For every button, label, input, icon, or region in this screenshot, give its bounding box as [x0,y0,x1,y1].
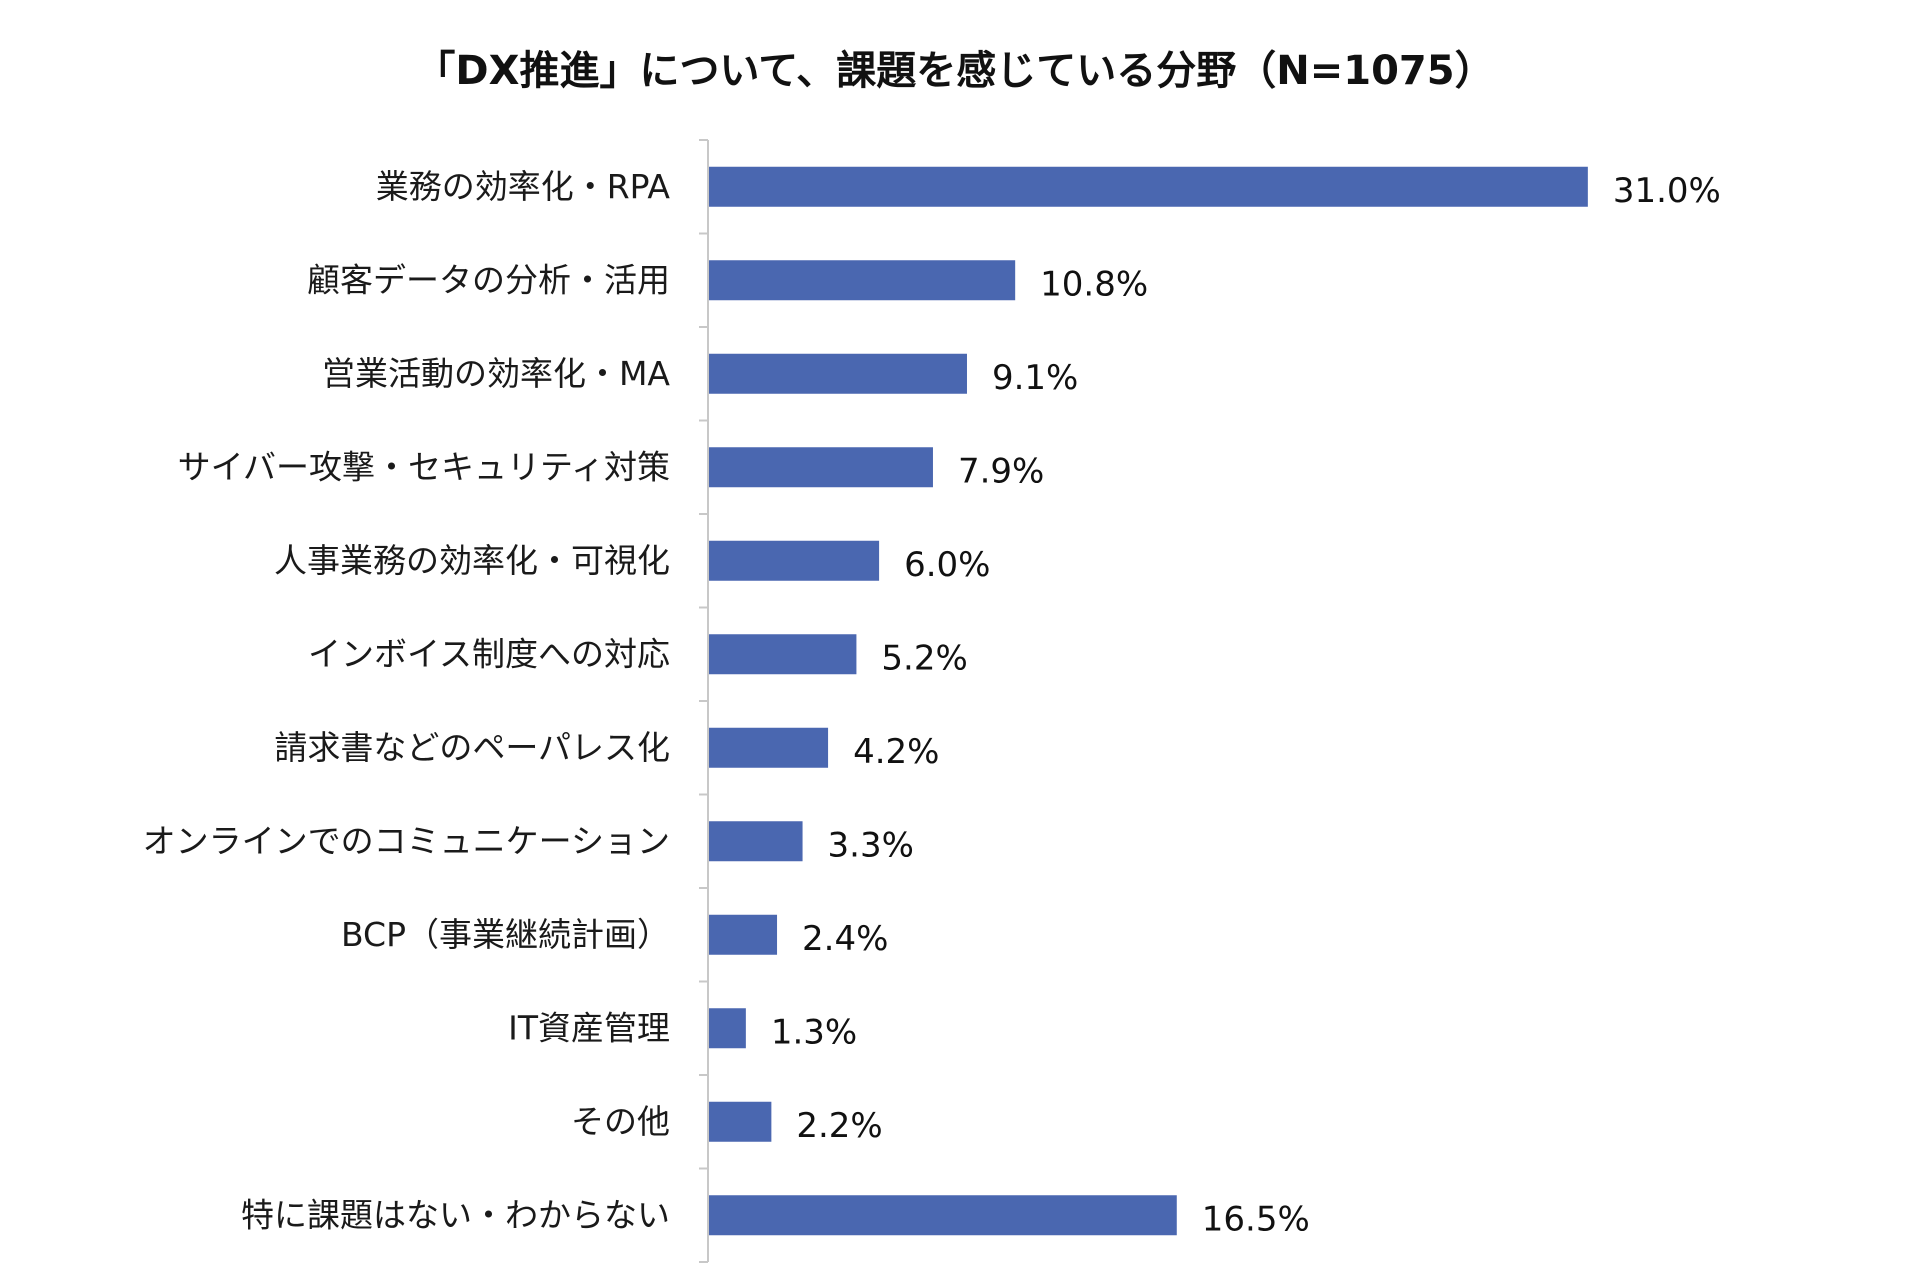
value-label: 4.2% [853,732,939,772]
bar [709,914,778,955]
chart-title: 「DX推進」について、課題を感じている分野（N=1075） [415,48,1494,94]
bar [709,1195,1177,1236]
category-label: 業務の効率化・RPA [376,167,671,206]
value-label: 1.3% [771,1012,857,1052]
category-label: その他 [571,1102,670,1141]
category-label: 請求書などのペーパレス化 [274,728,670,767]
value-label: 5.2% [881,638,967,678]
value-label: 16.5% [1202,1199,1310,1239]
value-label: 2.2% [796,1106,882,1146]
bar [709,447,933,488]
category-label: 人事業務の効率化・可視化 [274,541,670,580]
labels: 業務の効率化・RPA 31.0% 顧客データの分析・活用 10.8% 営業活動の効率化・… [143,167,1721,1240]
bars [709,166,1588,1236]
bar [709,166,1588,207]
category-label: サイバー攻撃・セキュリティ対策 [178,447,670,486]
category-label: オンラインでのコミュニケーション [143,821,670,860]
bar [709,727,829,768]
category-axis [699,139,709,1263]
value-label: 2.4% [802,919,888,959]
category-label: インボイス制度への対応 [308,634,670,673]
category-label: 営業活動の効率化・MA [322,354,670,393]
value-label: 31.0% [1613,171,1721,211]
bar [709,821,803,862]
value-label: 7.9% [958,451,1044,491]
category-label: BCP（事業継続計画） [341,915,670,954]
value-label: 10.8% [1040,264,1148,304]
category-label: IT資産管理 [508,1008,670,1047]
value-label: 6.0% [904,545,990,585]
value-label: 3.3% [828,825,914,865]
bar [709,260,1016,301]
category-label: 顧客データの分析・活用 [307,260,670,299]
category-label: 特に課題はない・わからない [241,1195,670,1234]
bar [709,540,880,581]
bar [709,353,967,394]
bar [709,634,857,675]
bar [709,1008,746,1049]
value-label: 9.1% [992,358,1078,398]
bar [709,1101,772,1142]
